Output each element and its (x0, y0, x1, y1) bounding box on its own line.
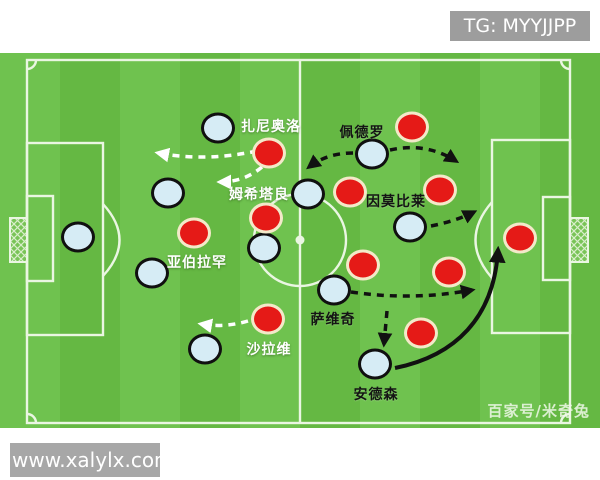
player-marker-red (333, 176, 367, 208)
player-marker-blue (355, 138, 389, 170)
player-name-label: 亚伯拉罕 (167, 255, 227, 271)
player-marker-blue (358, 348, 392, 380)
player-marker-red (423, 174, 457, 206)
player-marker-blue (135, 257, 169, 289)
tg-watermark-badge: TG: MYYJJPP (450, 11, 590, 41)
baijiahao-watermark: 百家号/米奇兔 (487, 402, 590, 420)
player-marker-red (432, 256, 466, 288)
player-marker-blue (317, 274, 351, 306)
site-url-badge: www.xalylx.com (10, 443, 174, 477)
player-name-label: 因莫比莱 (366, 194, 426, 210)
player-marker-red (177, 217, 211, 249)
player-marker-red (249, 202, 283, 234)
player-marker-red (395, 111, 429, 143)
player-name-label: 扎尼奥洛 (241, 119, 301, 135)
player-marker-red (346, 249, 380, 281)
player-marker-blue (247, 232, 281, 264)
player-marker-red (251, 303, 285, 335)
player-marker-red (503, 222, 537, 254)
player-name-label: 沙拉维 (246, 342, 292, 358)
player-name-label: 萨维奇 (310, 312, 356, 328)
player-marker-blue (393, 211, 427, 243)
player-marker-blue (61, 221, 95, 253)
player-marker-blue (188, 333, 222, 365)
player-name-label: 佩德罗 (339, 125, 385, 141)
player-marker-blue (151, 177, 185, 209)
player-marker-blue (201, 112, 235, 144)
player-name-label: 安德森 (353, 387, 399, 403)
player-marker-red (404, 317, 438, 349)
player-marker-red (252, 137, 286, 169)
player-marker-blue (291, 178, 325, 210)
player-name-label: 姆希塔良 (229, 187, 289, 203)
